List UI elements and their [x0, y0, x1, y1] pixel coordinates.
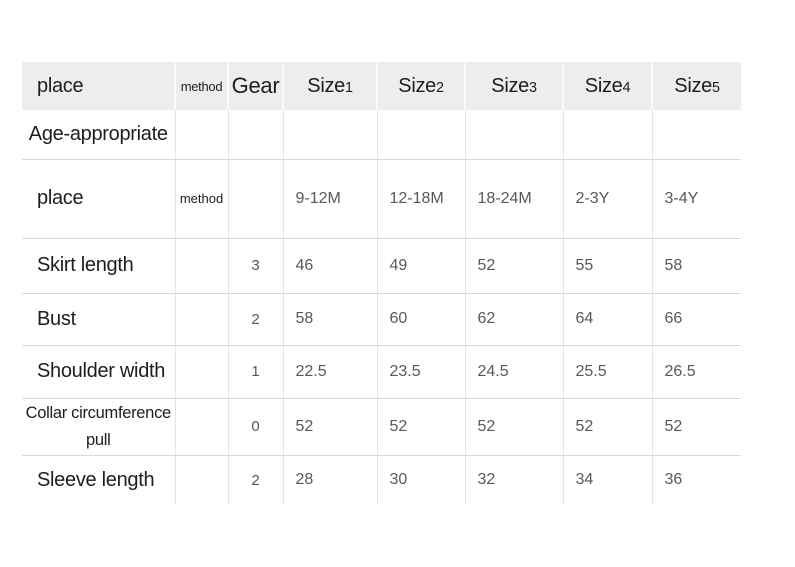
- cell-size3: 18-24M: [465, 159, 564, 239]
- table-row: place method 9-12M 12-18M 18-24M 2-3Y 3-4Y: [22, 159, 741, 239]
- cell-method: [175, 238, 229, 294]
- cell-size2: [377, 110, 466, 160]
- cell-method: [175, 345, 229, 399]
- cell-size3: 62: [465, 293, 564, 346]
- cell-size1: 22.5: [283, 345, 378, 399]
- column-header-size3: Size3: [465, 62, 564, 110]
- cell-size3: 52: [465, 398, 564, 456]
- cell-size5: 66: [652, 293, 741, 346]
- cell-size4: 64: [563, 293, 653, 346]
- table-row: Age-appropriate: [22, 110, 741, 160]
- cell-method: [175, 455, 229, 505]
- column-header-method: method: [175, 62, 229, 110]
- cell-size3: 32: [465, 455, 564, 505]
- table-row: Sleeve length 2 28 30 32 34 36: [22, 455, 741, 505]
- cell-size5: 58: [652, 238, 741, 294]
- cell-size4: [563, 110, 653, 160]
- cell-size2: 52: [377, 398, 466, 456]
- cell-gear: 2: [228, 293, 284, 346]
- cell-size2: 49: [377, 238, 466, 294]
- table-row: Skirt length 3 46 49 52 55 58: [22, 238, 741, 294]
- cell-size5: [652, 110, 741, 160]
- column-header-size1: Size1: [283, 62, 378, 110]
- cell-size3: [465, 110, 564, 160]
- cell-size5: 3-4Y: [652, 159, 741, 239]
- cell-size1: 28: [283, 455, 378, 505]
- cell-gear: [228, 159, 284, 239]
- cell-size3: 52: [465, 238, 564, 294]
- cell-label: Collar circumference pull: [22, 398, 176, 456]
- cell-label: place: [22, 159, 176, 239]
- cell-method: method: [175, 159, 229, 239]
- cell-size1: 46: [283, 238, 378, 294]
- cell-label: Bust: [22, 293, 176, 346]
- cell-method: [175, 110, 229, 160]
- cell-gear: 2: [228, 455, 284, 505]
- cell-size1: 9-12M: [283, 159, 378, 239]
- cell-gear: 3: [228, 238, 284, 294]
- header-row: place method Gear Size1 Size2 Size3 Size4 Size5: [22, 62, 741, 110]
- table-body: Age-appropriate place method 9-12M 12-18M 18-…: [22, 110, 741, 505]
- cell-size1: 52: [283, 398, 378, 456]
- column-header-size5: Size5: [652, 62, 741, 110]
- cell-label: Age-appropriate: [22, 110, 176, 160]
- cell-method: [175, 293, 229, 346]
- cell-label: Shoulder width: [22, 345, 176, 399]
- cell-label: Sleeve length: [22, 455, 176, 505]
- column-header-size4: Size4: [563, 62, 653, 110]
- cell-size4: 34: [563, 455, 653, 505]
- cell-size2: 60: [377, 293, 466, 346]
- cell-size2: 12-18M: [377, 159, 466, 239]
- cell-size1: [283, 110, 378, 160]
- cell-size4: 2-3Y: [563, 159, 653, 239]
- cell-method: [175, 398, 229, 456]
- cell-gear: 1: [228, 345, 284, 399]
- column-header-gear: Gear: [228, 62, 284, 110]
- cell-size2: 30: [377, 455, 466, 505]
- cell-size4: 25.5: [563, 345, 653, 399]
- table-row: Collar circumference pull 0 52 52 52 52 52: [22, 398, 741, 456]
- cell-gear: [228, 110, 284, 160]
- column-header-place: place: [22, 62, 176, 110]
- cell-label: Skirt length: [22, 238, 176, 294]
- cell-size5: 36: [652, 455, 741, 505]
- cell-size3: 24.5: [465, 345, 564, 399]
- column-header-size2: Size2: [377, 62, 466, 110]
- cell-size4: 52: [563, 398, 653, 456]
- cell-size2: 23.5: [377, 345, 466, 399]
- cell-size5: 26.5: [652, 345, 741, 399]
- cell-gear: 0: [228, 398, 284, 456]
- cell-size4: 55: [563, 238, 653, 294]
- cell-size1: 58: [283, 293, 378, 346]
- table-row: Shoulder width 1 22.5 23.5 24.5 25.5 26.5: [22, 345, 741, 399]
- cell-size5: 52: [652, 398, 741, 456]
- table-row: Bust 2 58 60 62 64 66: [22, 293, 741, 346]
- size-chart-table: place method Gear Size1 Size2 Size3 Size4 Size5…: [22, 62, 741, 505]
